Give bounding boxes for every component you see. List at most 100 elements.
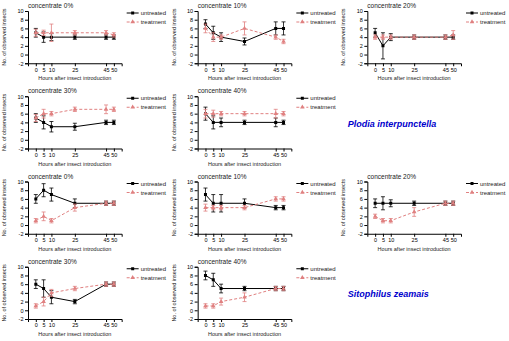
y-tick-mark [195, 216, 198, 217]
error-bar [34, 29, 38, 36]
y-tick-label: 4 [20, 290, 23, 296]
point [220, 287, 223, 290]
x-tick-label: 10 [49, 67, 55, 73]
error-bar-stem [275, 205, 276, 209]
y-tick-label: 2 [360, 43, 363, 49]
error-bar-cap [42, 279, 46, 280]
x-tick-label: 50 [281, 322, 287, 328]
series [203, 20, 285, 45]
y-tick-mark [195, 149, 198, 150]
point [34, 283, 37, 286]
error-bar-cap [243, 290, 247, 291]
x-axis-title: Hours after insect introduction [208, 75, 281, 81]
y-tick-mark [25, 28, 28, 29]
error-bar-cap [42, 118, 46, 119]
error-bar-cap [282, 290, 286, 291]
error-bar-stem [275, 22, 276, 35]
error-bar-cap [274, 201, 278, 202]
error-bar-cap [42, 183, 46, 184]
series [34, 114, 116, 132]
error-bar-cap [34, 203, 38, 204]
error-bar-cap [282, 201, 286, 202]
y-tick-label: 0 [20, 308, 23, 314]
error-bar-cap [42, 211, 46, 212]
legend-entry: treatment [466, 19, 506, 25]
y-axis-title: No. of observed insects [171, 8, 177, 66]
legend-swatch [296, 183, 308, 184]
y-tick-mark [364, 28, 367, 29]
error-bar [219, 298, 223, 305]
error-bar-cap [211, 308, 215, 309]
y-axis-title: No. of observed insects [340, 179, 346, 237]
y-axis: -20246810 [187, 264, 198, 322]
error-bar [443, 201, 447, 205]
point [34, 30, 39, 34]
x-tick-label: 25 [242, 237, 248, 243]
x-axis-title: Hours after insect introduction [378, 75, 451, 81]
x-tick-label: 0 [204, 67, 207, 73]
error-bar-cap [42, 109, 46, 110]
x-tick: 45 [103, 234, 109, 243]
x-tick-label: 50 [281, 237, 287, 243]
x-tick: 50 [451, 63, 457, 72]
error-bar [211, 26, 215, 39]
y-tick: 4 [20, 290, 28, 296]
error-bar-cap [34, 222, 38, 223]
y-tick: 0 [360, 52, 368, 58]
error-bar [211, 33, 215, 42]
subplot: 0510254550-20246810concentrate 30%Hours … [1, 87, 166, 166]
error-bar [282, 22, 286, 35]
point [219, 111, 224, 115]
error-bar-cap [373, 207, 377, 208]
error-bar-cap [73, 130, 77, 131]
y-tick-mark [364, 55, 367, 56]
x-tick-label: 5 [212, 67, 215, 73]
point [41, 111, 46, 115]
x-tick: 0 [35, 319, 38, 328]
point [41, 299, 46, 303]
error-bar-cap [42, 42, 46, 43]
y-tick-label: 0 [20, 137, 23, 143]
error-bar-cap [42, 35, 46, 36]
error-bar-cap [73, 290, 77, 291]
x-tick-label: 5 [43, 237, 46, 243]
error-bar [112, 201, 116, 205]
error-bar [203, 271, 207, 280]
y-tick-mark [364, 190, 367, 191]
error-bar [282, 286, 286, 290]
error-bar [112, 107, 116, 111]
y-tick: 4 [20, 205, 28, 211]
point [203, 205, 208, 209]
y-tick-mark [195, 122, 198, 123]
y-tick-mark [195, 63, 198, 64]
error-bar-cap [34, 121, 38, 122]
error-bar [243, 111, 247, 115]
error-bar-cap [443, 39, 447, 40]
x-axis: 0510254550 [29, 149, 123, 158]
y-tick-mark [195, 105, 198, 106]
error-bar-cap [112, 111, 116, 112]
error-bar-cap [112, 205, 116, 206]
y-tick-mark [25, 234, 28, 235]
error-bar [211, 195, 215, 212]
error-bar-cap [412, 39, 416, 40]
error-bar-cap [219, 115, 223, 116]
y-tick-label: 10 [17, 8, 23, 14]
legend-marker [470, 190, 475, 194]
series [34, 24, 117, 41]
error-bar-cap [49, 222, 53, 223]
y-tick: 2 [360, 43, 368, 49]
x-tick: 10 [388, 234, 394, 243]
error-bar-stem [221, 284, 222, 293]
error-bar [274, 118, 278, 127]
series-line [36, 284, 114, 301]
point [211, 111, 216, 115]
x-tick: 25 [242, 63, 248, 72]
error-bar-stem [35, 195, 36, 204]
error-bar-cap [219, 298, 223, 299]
point [274, 206, 277, 209]
y-tick-mark [364, 46, 367, 47]
y-tick: -2 [358, 61, 367, 67]
y-axis-title: No. of observed insects [171, 179, 177, 237]
y-tick-mark [25, 293, 28, 294]
